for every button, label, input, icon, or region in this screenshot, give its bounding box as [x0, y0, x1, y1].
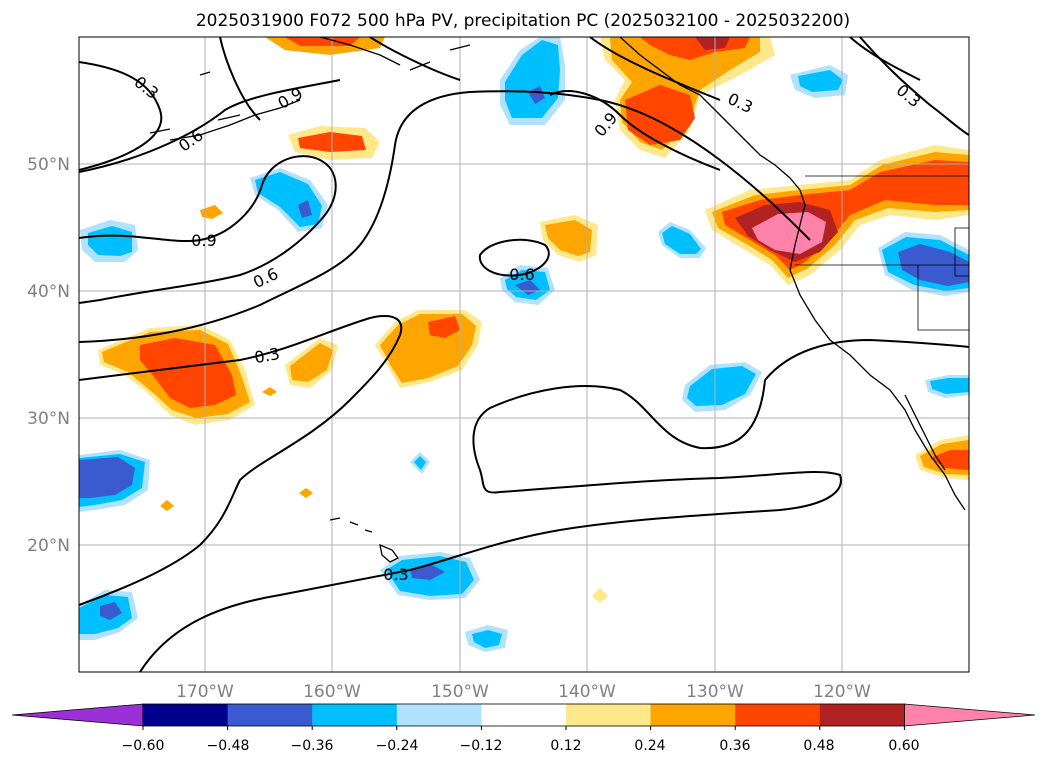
- lon-tick-label: 160°W: [303, 682, 361, 702]
- colorbar-tick-label: −0.24: [376, 738, 419, 754]
- colorbar-tick-label: 0.60: [888, 738, 919, 754]
- pv-contour-0.3-ne: [859, 37, 969, 136]
- precip-shading: [79, 37, 969, 652]
- colorbar-segment: [312, 704, 398, 726]
- precip-blob-tiny-1: [262, 387, 277, 396]
- pv-contour-top-left: [219, 37, 261, 121]
- precip-blob-tiny-3: [299, 488, 313, 498]
- precip-blob-center-red: [428, 316, 460, 338]
- pv-contours: [79, 37, 969, 672]
- precip-blob-coast-dark: [695, 37, 730, 50]
- precip-blob-mid-orange-core: [545, 220, 592, 256]
- colorbar-segment: [735, 704, 821, 726]
- precip-blob-sml-1-core: [290, 343, 333, 382]
- pv-contour-0.6-ne: [589, 37, 721, 101]
- precip-blob-coast-red: [625, 85, 695, 145]
- precip-blob-tiny-4: [592, 588, 608, 603]
- coast-baja: [904, 394, 946, 471]
- lat-axis: 50°N 40°N 30°N 20°N: [27, 155, 70, 556]
- coast-aleutians: [169, 37, 471, 141]
- coast-canada-border: [795, 175, 969, 331]
- colorbar-extend-high: [904, 703, 1036, 727]
- precip-neg-3-core: [88, 226, 132, 256]
- lon-tick-label: 150°W: [431, 682, 489, 702]
- coast-pnw: [789, 189, 966, 511]
- colorbar-segment: [396, 704, 482, 726]
- pv-contour-0.3-north: [79, 61, 163, 171]
- precip-neg-11-core: [414, 456, 426, 470]
- precip-blob-w-large-red: [140, 338, 236, 408]
- lon-tick-label: 120°W: [813, 682, 871, 702]
- lon-tick-label: 140°W: [558, 682, 616, 702]
- colorbar: [11, 703, 1036, 730]
- lon-tick-label: 170°W: [176, 682, 234, 702]
- colorbar-tick-label: −0.48: [207, 738, 250, 754]
- pv-contour-0.6-nw: [79, 79, 341, 173]
- precip-neg-1-core: [505, 40, 560, 118]
- colorbar-extend-low: [11, 703, 144, 727]
- gridlines: [79, 37, 969, 672]
- colorbar-tick-label: 0.48: [803, 738, 834, 754]
- precip-neg-1-dark: [528, 86, 545, 104]
- colorbar-segment: [227, 704, 313, 726]
- pv-contour-tr: [849, 37, 921, 81]
- contour-label: 0.6: [509, 265, 534, 284]
- coast-hawaii: [329, 517, 399, 563]
- precip-neg-9-core: [930, 378, 969, 394]
- precip-neg-8-core: [687, 366, 756, 406]
- colorbar-segment: [481, 704, 567, 726]
- colorbar-frame: [142, 703, 905, 727]
- lat-tick-label: 40°N: [27, 282, 70, 302]
- coast-alaska: [619, 37, 801, 191]
- colorbar-tick-label: −0.12: [460, 738, 503, 754]
- lon-tick-label: 130°W: [686, 682, 744, 702]
- lat-tick-label: 30°N: [27, 409, 70, 429]
- coastlines: [149, 37, 969, 563]
- pv-contour-se: [764, 338, 969, 381]
- colorbar-tick-label: 0.36: [719, 738, 750, 754]
- precip-neg-10-dark: [79, 457, 135, 498]
- pv-contour-0.9-nw: [79, 155, 337, 304]
- pv-contour-top-mid: [369, 37, 461, 81]
- colorbar-ticks: −0.60 −0.48 −0.36 −0.24 −0.12 0.12 0.24 …: [122, 738, 920, 754]
- colorbar-tick-label: 0.24: [634, 738, 665, 754]
- contour-label: 0.3: [383, 565, 408, 584]
- pv-contour-loop-center: [478, 238, 550, 277]
- colorbar-tick-label: 0.12: [550, 738, 581, 754]
- precip-blob-nw-top-core: [285, 37, 360, 46]
- precip-blob-small-orange: [200, 205, 223, 219]
- precip-neg-2-dark: [298, 200, 312, 218]
- contour-label: 0.3: [253, 344, 281, 367]
- coast-islands: [149, 71, 241, 134]
- pv-contour-south-loop: [139, 379, 842, 672]
- precip-neg-14-core: [472, 630, 502, 648]
- precip-blob-se-red: [930, 450, 969, 470]
- precip-neg-5-core: [662, 226, 701, 254]
- precip-neg-4-core: [798, 70, 843, 92]
- colorbar-segment: [566, 704, 652, 726]
- precip-blob-tiny-2: [160, 500, 174, 511]
- contour-label: 0.9: [191, 231, 216, 250]
- lat-tick-label: 50°N: [27, 155, 70, 175]
- pv-contour-0.6-main: [79, 315, 403, 606]
- lat-tick-label: 20°N: [27, 536, 70, 556]
- map-frame: [78, 36, 970, 673]
- figure-title: 2025031900 F072 500 hPa PV, precipitatio…: [196, 11, 850, 31]
- colorbar-segment: [143, 704, 229, 726]
- precip-neg-13-dark: [100, 602, 122, 620]
- colorbar-tick-label: −0.60: [122, 738, 165, 754]
- pv-contour-0.3-central: [79, 90, 811, 343]
- colorbar-segment: [819, 704, 905, 726]
- precip-blob-pnw-pink: [752, 212, 826, 254]
- pv-contour-0.9-north: [549, 90, 721, 171]
- lon-axis: 170°W 160°W 150°W 140°W 130°W 120°W: [176, 682, 871, 702]
- colorbar-tick-label: −0.36: [291, 738, 334, 754]
- map-panel: 0.3 0.6 0.9 0.9 0.6 0.3 0.9 0.3 0.3 0.3 …: [79, 37, 969, 672]
- colorbar-segment: [650, 704, 736, 726]
